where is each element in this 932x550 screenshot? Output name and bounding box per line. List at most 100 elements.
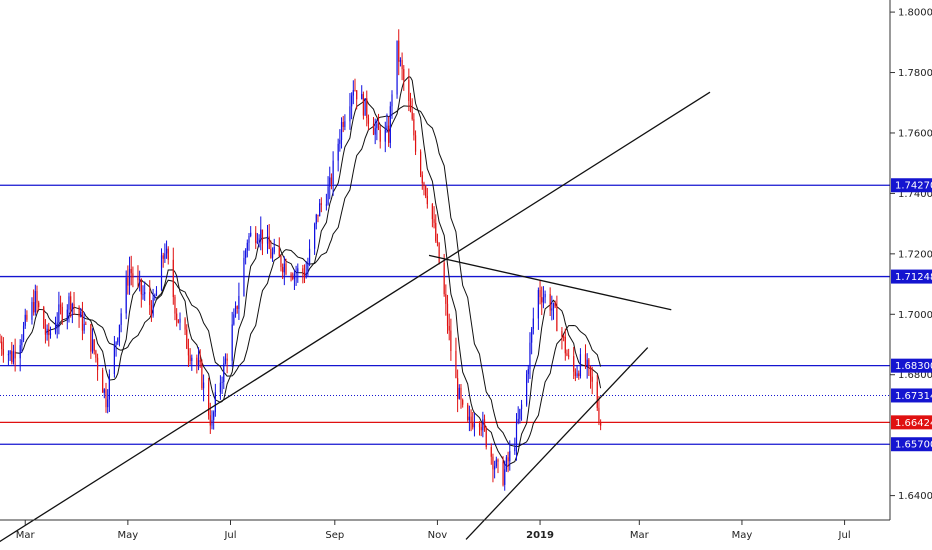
price-axis-label: 1.72000 [898, 249, 932, 260]
candle-body [485, 427, 487, 448]
candle-body [329, 177, 331, 187]
candle-body [598, 407, 600, 423]
time-axis-label: 2019 [526, 530, 554, 541]
moving-average-20 [45, 105, 602, 448]
candle-body [315, 214, 317, 224]
candle-body [398, 40, 400, 62]
time-axis[interactable]: Mar May Jul Sep Nov 2019 Mar May Jul [0, 519, 890, 541]
candle-body [494, 466, 496, 470]
candle-body [319, 203, 321, 217]
time-axis-label: Mar [16, 530, 36, 541]
candle-body [9, 351, 11, 355]
candle-body [586, 359, 588, 366]
candle-body [374, 128, 376, 135]
candle-body [396, 40, 398, 95]
candle-body [514, 447, 516, 452]
time-axis-label: May [118, 530, 139, 541]
candle-body [68, 296, 70, 310]
price-tag [891, 358, 932, 373]
candle-body [482, 419, 484, 431]
candle-body [85, 323, 87, 325]
candle-body [445, 294, 447, 304]
candle-body [238, 295, 240, 309]
candle-body [211, 419, 213, 426]
candle-body [2, 349, 4, 355]
candle-body [423, 183, 425, 186]
candle-body [388, 125, 390, 143]
price-tag-label: 1.68300 [895, 361, 932, 372]
candle-body [320, 203, 322, 205]
candle-body [71, 303, 73, 310]
candle-body [517, 418, 519, 422]
candle-body [468, 416, 470, 421]
candle-body [95, 350, 97, 358]
candle-body [307, 263, 309, 273]
candle-body [150, 305, 153, 316]
candle-body [542, 297, 545, 303]
candle-body [81, 311, 84, 331]
candle-body [36, 291, 38, 303]
candle-body [105, 389, 107, 408]
candle-body [273, 246, 275, 253]
candle-body [201, 362, 203, 389]
candle-body [7, 354, 10, 356]
candle-body [31, 302, 33, 320]
candle-body [160, 255, 163, 291]
candle-body [455, 351, 457, 379]
price-tag [891, 388, 932, 403]
candle-body [137, 277, 139, 281]
candle-body [208, 382, 210, 416]
candle-body [127, 277, 129, 286]
candle-body [83, 323, 85, 331]
candle-body [118, 324, 121, 339]
candle-body [164, 253, 166, 259]
candle-body [202, 382, 205, 389]
candle-body [11, 351, 13, 363]
candle-body [596, 381, 598, 408]
candle-body [354, 90, 356, 92]
candle-body [236, 306, 238, 309]
candle-body [408, 79, 410, 101]
candle-body [399, 60, 402, 62]
candle-body [78, 307, 80, 318]
candle-body [339, 139, 341, 144]
candle-body [290, 274, 292, 277]
candle-body [268, 236, 270, 249]
candle-body [389, 106, 391, 143]
candle-body [48, 328, 50, 336]
candle-body [61, 306, 63, 321]
candle-body [34, 291, 36, 313]
candle-body [214, 392, 216, 413]
candle-body [564, 336, 566, 354]
candle-body [541, 297, 543, 303]
candle-body [413, 119, 415, 136]
candle-body [527, 368, 529, 375]
candle-body [139, 279, 141, 281]
time-axis-label: Sep [325, 530, 344, 541]
candle-body [436, 240, 439, 244]
candle-body [125, 277, 127, 314]
trend-lines [0, 91, 711, 543]
candle-body [59, 304, 62, 307]
candle-body [282, 267, 284, 273]
candle-body [314, 223, 316, 249]
candle-body [591, 376, 593, 382]
candle-body [73, 303, 75, 308]
candle-body [174, 297, 176, 314]
candle-body [177, 319, 179, 323]
time-axis-label: Mar [630, 530, 650, 541]
candle-body [248, 235, 250, 243]
candle-body [573, 356, 575, 372]
candle-body [502, 461, 504, 485]
price-tag-label: 1.71248 [895, 272, 932, 283]
price-axis[interactable]: 1.80000 1.78000 1.76000 1.74000 1.72000 1.700… [889, 0, 932, 520]
time-axis-label: May [732, 530, 753, 541]
candle-body [271, 252, 274, 258]
candle-body [107, 399, 109, 408]
candle-body [576, 373, 578, 377]
candle-body [554, 302, 556, 307]
time-axis-label: Nov [428, 530, 448, 541]
candle-body [344, 121, 346, 127]
candle-body [563, 336, 565, 338]
